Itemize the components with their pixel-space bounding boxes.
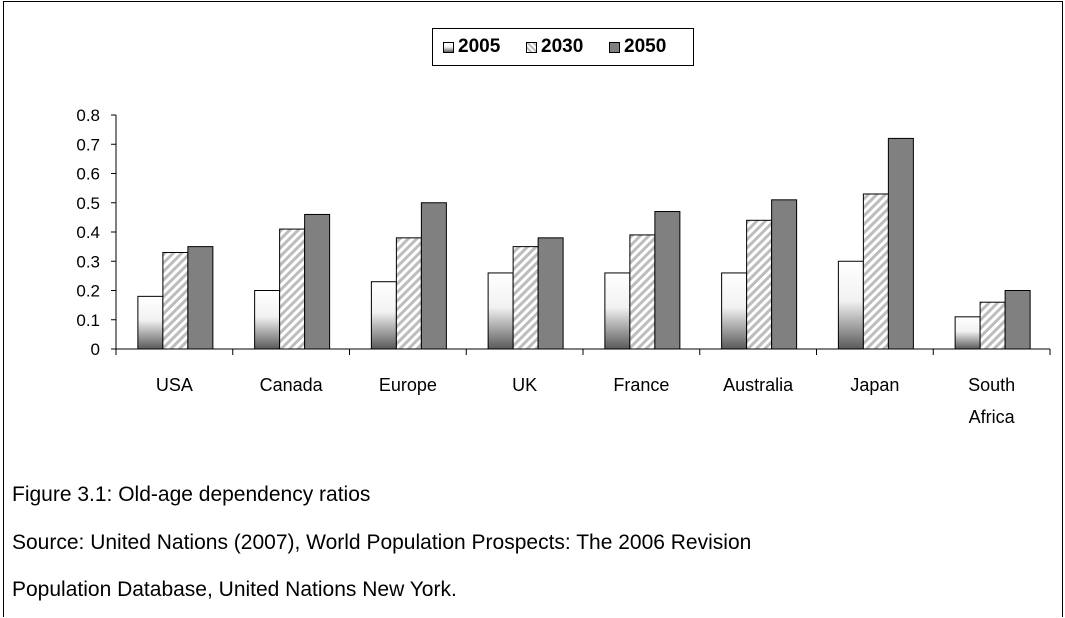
- bar-2005-japan: [837, 260, 864, 350]
- bar-2030-canada: [279, 228, 306, 350]
- y-tick-label: 0.2: [76, 282, 100, 301]
- source-line-2: Population Database, United Nations New …: [12, 578, 457, 601]
- x-tick-label: Africa: [969, 407, 1016, 427]
- x-tick-label: USA: [156, 375, 193, 395]
- y-tick-label: 0.5: [76, 194, 100, 213]
- y-tick-label: 0.8: [76, 106, 100, 125]
- legend-item-2050: 2050: [609, 29, 666, 65]
- x-tick-label: Japan: [850, 375, 899, 395]
- legend-label-2030: 2030: [541, 36, 584, 57]
- y-tick-label: 0.7: [76, 135, 100, 154]
- bar-2050-usa: [187, 246, 214, 350]
- bar-2030-south-africa: [979, 301, 1006, 350]
- bar-2005-uk: [487, 272, 514, 350]
- bar-2030-japan: [862, 193, 889, 350]
- bar-2030-uk: [512, 246, 539, 350]
- figure-caption: Figure 3.1: Old-age dependency ratios: [12, 483, 371, 506]
- y-tick-label: 0.3: [76, 252, 100, 271]
- legend-swatch-2030: [526, 41, 537, 53]
- bar-chart: 0 0.1 0.2 0.3 0.4 0.5 0.6 0.7 0.8 USA Canada Europe…: [76, 106, 1051, 427]
- x-tick-label: Canada: [260, 375, 324, 395]
- source-line-1: Source: United Nations (2007), World Pop…: [12, 531, 752, 554]
- bar-2050-france: [654, 211, 681, 350]
- figure-frame: [3, 1, 1063, 617]
- x-tick-label: France: [613, 375, 669, 395]
- bar-2050-south-africa: [1004, 290, 1031, 350]
- legend-item-2030: 2030: [526, 29, 583, 65]
- legend-item-2005: 2005: [443, 29, 500, 65]
- x-tick-label: Australia: [723, 375, 794, 395]
- legend-label-2050: 2050: [624, 36, 667, 57]
- bar-2030-usa: [162, 251, 189, 350]
- bar-2050-japan: [887, 137, 914, 350]
- bar-2005-europe: [370, 281, 397, 350]
- bar-2005-canada: [254, 290, 281, 350]
- bar-2005-australia: [721, 272, 748, 350]
- bar-2005-france: [604, 272, 631, 350]
- bar-2030-australia: [746, 219, 773, 350]
- x-tick-label: UK: [512, 375, 537, 395]
- bar-2050-canada: [304, 213, 331, 350]
- legend-label-2005: 2005: [458, 36, 501, 57]
- bar-2030-europe: [395, 237, 422, 350]
- legend-swatch-2005: [443, 41, 454, 53]
- y-tick-label: 0.1: [76, 311, 100, 330]
- y-tick-label: 0.4: [76, 223, 100, 242]
- bar-2005-south-africa: [954, 316, 981, 350]
- chart-legend: 2005 2030 2050: [432, 28, 694, 66]
- y-tick-label: 0: [91, 340, 100, 359]
- bar-2050-uk: [537, 237, 564, 350]
- bar-2050-australia: [771, 199, 798, 350]
- bar-2050-europe: [420, 202, 447, 350]
- bar-2005-usa: [137, 295, 164, 350]
- legend-swatch-2050: [609, 41, 620, 53]
- x-tick-label: South: [968, 375, 1015, 395]
- bar-2030-france: [629, 234, 656, 350]
- x-tick-label: Europe: [379, 375, 437, 395]
- y-tick-label: 0.6: [76, 165, 100, 184]
